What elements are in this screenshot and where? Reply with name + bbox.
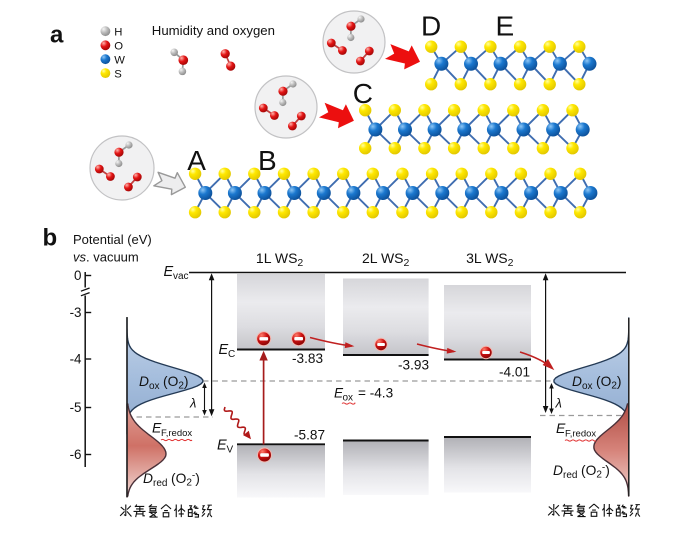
- svg-text:Humidity and oxygen: Humidity and oxygen: [152, 23, 275, 38]
- svg-text:vac: vac: [173, 271, 189, 282]
- svg-text:-3.83: -3.83: [292, 351, 323, 366]
- svg-text:red: red: [153, 478, 167, 489]
- svg-text:V: V: [227, 445, 234, 456]
- svg-text:Potential (eV): Potential (eV): [73, 232, 152, 247]
- svg-text:A: A: [187, 145, 206, 176]
- svg-text:D: D: [572, 374, 582, 389]
- svg-text:E: E: [496, 11, 515, 42]
- svg-text:red: red: [563, 470, 577, 481]
- svg-text:C: C: [353, 78, 373, 109]
- svg-text:F,redox: F,redox: [161, 428, 192, 439]
- svg-text:(O2): (O2): [596, 374, 622, 392]
- svg-text:b: b: [43, 225, 58, 252]
- svg-text:-4.01: -4.01: [499, 365, 530, 380]
- svg-text:0: 0: [74, 268, 81, 283]
- svg-text:-4: -4: [70, 352, 82, 367]
- svg-text:ox: ox: [582, 381, 593, 392]
- svg-text:-5: -5: [70, 400, 82, 415]
- svg-text:D: D: [421, 11, 441, 42]
- svg-text:(O2-): (O2-): [171, 471, 200, 489]
- svg-text:= -4.3: = -4.3: [358, 386, 393, 401]
- svg-text:λ: λ: [555, 396, 562, 411]
- svg-text:1L WS2: 1L WS2: [256, 250, 304, 269]
- svg-text:3L WS2: 3L WS2: [466, 250, 514, 269]
- svg-text:(O2-): (O2-): [581, 463, 610, 481]
- svg-text:a: a: [50, 22, 64, 49]
- svg-text:-3: -3: [70, 305, 82, 320]
- svg-text:-5.87: -5.87: [294, 428, 325, 443]
- svg-text:D: D: [143, 471, 153, 486]
- svg-text:(O2): (O2): [163, 374, 189, 392]
- svg-text:S: S: [114, 68, 122, 80]
- svg-text:ox: ox: [149, 381, 160, 392]
- svg-text:W: W: [114, 54, 125, 66]
- svg-text:F,redox: F,redox: [565, 429, 596, 440]
- svg-text:D: D: [139, 374, 149, 389]
- svg-text:λ: λ: [189, 396, 196, 411]
- svg-text:2L WS2: 2L WS2: [362, 250, 410, 269]
- svg-text:C: C: [228, 349, 235, 360]
- svg-text:E: E: [217, 438, 227, 454]
- svg-text:E: E: [164, 264, 174, 280]
- svg-text:H: H: [114, 26, 122, 38]
- svg-text:-3.93: -3.93: [398, 358, 429, 373]
- svg-text:D: D: [553, 463, 563, 478]
- svg-text:O: O: [114, 41, 123, 53]
- svg-text:vs. vacuum: vs. vacuum: [73, 250, 139, 265]
- svg-text:-6: -6: [70, 447, 82, 462]
- svg-text:ox: ox: [343, 393, 354, 404]
- svg-text:E: E: [219, 342, 229, 358]
- svg-text:B: B: [258, 145, 277, 176]
